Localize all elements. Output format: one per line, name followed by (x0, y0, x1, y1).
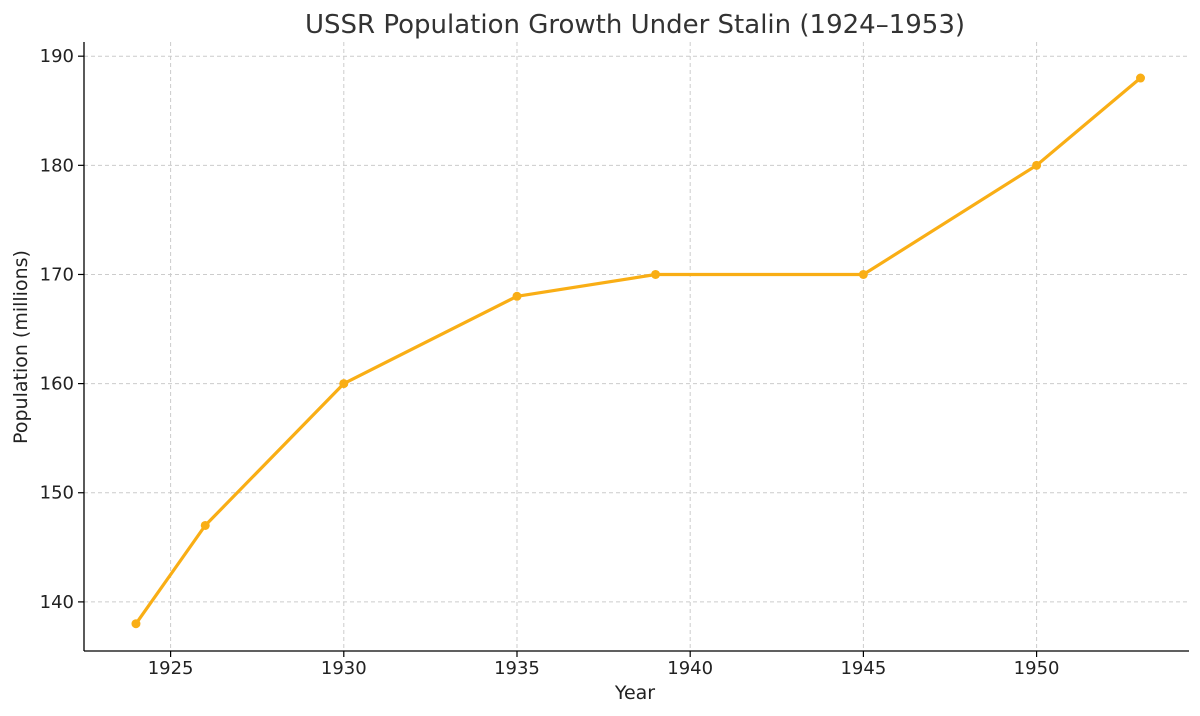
x-tick-label: 1930 (321, 658, 367, 679)
chart-title: USSR Population Growth Under Stalin (192… (305, 10, 965, 40)
data-point (512, 291, 522, 301)
y-tick-label: 180 (40, 155, 74, 176)
axes (83, 42, 1189, 652)
y-tick-label: 160 (40, 374, 74, 395)
series-group (131, 73, 1146, 629)
x-tick-label: 1945 (840, 658, 886, 679)
data-point (131, 619, 141, 629)
y-tick-label: 140 (40, 592, 74, 613)
data-point (1136, 73, 1146, 83)
data-point (200, 520, 210, 530)
data-point (339, 379, 349, 389)
data-point (1032, 160, 1042, 170)
series-line (134, 76, 1143, 626)
data-point (858, 269, 868, 279)
x-tick-label: 1940 (667, 658, 713, 679)
x-tick-label: 1950 (1014, 658, 1060, 679)
y-tick-label: 150 (40, 483, 74, 504)
y-tick-label: 190 (40, 46, 74, 67)
x-axis-label: Year (614, 682, 655, 704)
x-tick-label: 1925 (148, 658, 194, 679)
y-axis-label: Population (millions) (10, 250, 32, 444)
data-point (651, 269, 661, 279)
x-tick-label: 1935 (494, 658, 540, 679)
grid-lines (84, 42, 1189, 651)
y-tick-label: 170 (40, 264, 74, 285)
tick-labels: 1925 1930 1935 1940 1945 1950 140 150 160 170 180 1… (40, 46, 1060, 679)
